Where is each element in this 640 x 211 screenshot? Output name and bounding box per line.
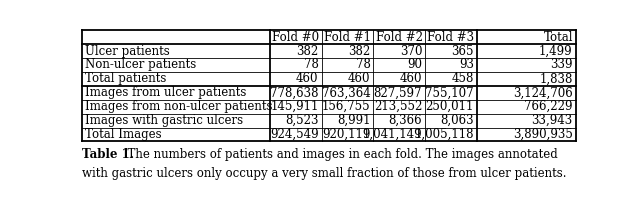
Text: 213,552: 213,552 [374,100,422,113]
Text: Fold #3: Fold #3 [428,31,475,44]
Text: 339: 339 [550,58,573,72]
Text: 8,366: 8,366 [388,114,422,127]
Text: Fold #0: Fold #0 [272,31,319,44]
Text: 365: 365 [451,45,474,58]
Text: Fold #1: Fold #1 [324,31,371,44]
Text: 78: 78 [304,58,319,72]
Text: Ulcer patients: Ulcer patients [86,45,170,58]
Text: Table 1.: Table 1. [83,148,134,161]
Text: Total Images: Total Images [86,128,162,141]
Text: 827,597: 827,597 [374,86,422,99]
Text: 8,523: 8,523 [285,114,319,127]
Text: 3,890,935: 3,890,935 [513,128,573,141]
Text: 90: 90 [407,58,422,72]
Text: 382: 382 [348,45,371,58]
Text: Images from non-ulcer patients: Images from non-ulcer patients [86,100,273,113]
Text: 370: 370 [399,45,422,58]
Text: Images with gastric ulcers: Images with gastric ulcers [86,114,244,127]
Text: 460: 460 [399,72,422,85]
Text: 1,041,149: 1,041,149 [362,128,422,141]
Text: 33,943: 33,943 [531,114,573,127]
Text: Non-ulcer patients: Non-ulcer patients [86,58,196,72]
Text: 778,638: 778,638 [270,86,319,99]
Text: 8,991: 8,991 [337,114,371,127]
Text: 460: 460 [296,72,319,85]
Text: 755,107: 755,107 [426,86,474,99]
Text: 1,499: 1,499 [539,45,573,58]
Text: 145,911: 145,911 [270,100,319,113]
Text: 250,011: 250,011 [426,100,474,113]
Text: Fold #2: Fold #2 [376,31,423,44]
Text: 1,005,118: 1,005,118 [415,128,474,141]
Text: Images from ulcer patients: Images from ulcer patients [86,86,247,99]
Text: 1,838: 1,838 [539,72,573,85]
Text: Total patients: Total patients [86,72,167,85]
Text: 763,364: 763,364 [322,86,371,99]
Text: 156,755: 156,755 [322,100,371,113]
Text: 766,229: 766,229 [524,100,573,113]
Text: 920,119: 920,119 [322,128,371,141]
Text: 3,124,706: 3,124,706 [513,86,573,99]
Text: 78: 78 [355,58,371,72]
Text: with gastric ulcers only occupy a very small fraction of those from ulcer patien: with gastric ulcers only occupy a very s… [83,167,567,180]
Text: 460: 460 [348,72,371,85]
Text: Total: Total [543,31,573,44]
Text: 382: 382 [296,45,319,58]
Text: 93: 93 [459,58,474,72]
Text: 924,549: 924,549 [270,128,319,141]
Text: 458: 458 [452,72,474,85]
Text: 8,063: 8,063 [440,114,474,127]
Text: The numbers of patients and images in each fold. The images annotated: The numbers of patients and images in ea… [120,148,558,161]
